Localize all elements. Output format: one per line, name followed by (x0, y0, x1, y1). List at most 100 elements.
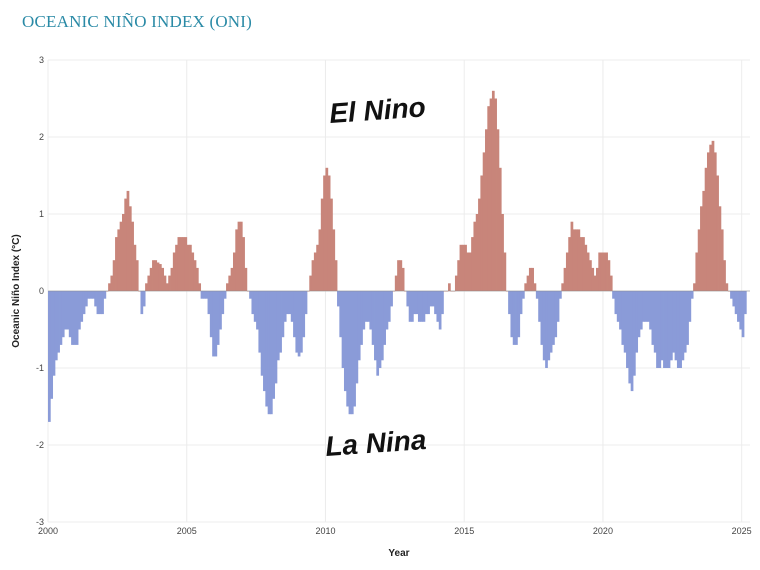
oni-bar (135, 260, 139, 291)
oni-bar (690, 291, 694, 299)
oni-bar (397, 260, 400, 291)
oni-bar (260, 291, 264, 376)
oni-bar (371, 291, 375, 345)
oni-bar (355, 291, 359, 384)
oni-bar (191, 252, 195, 291)
oni-bar (706, 152, 710, 291)
oni-bar (279, 291, 282, 353)
y-axis-ticks: -3 -2 -1 0 1 2 3 (36, 55, 44, 527)
oni-bar (732, 291, 736, 307)
oni-bar (582, 237, 585, 291)
oni-bar (642, 291, 645, 322)
oni-bar (411, 291, 414, 322)
oni-bar (663, 291, 666, 368)
oni-bar (108, 283, 111, 291)
oni-bar (387, 291, 391, 322)
oni-bar (98, 291, 102, 315)
oni-bar (195, 267, 199, 291)
oni-bar (464, 244, 467, 291)
oni-bar (258, 291, 262, 353)
oni-bar (68, 291, 72, 338)
oni-bar (734, 291, 738, 315)
oni-bar (739, 291, 743, 330)
oni-bar (485, 129, 488, 291)
oni-bar (80, 291, 84, 322)
oni-bar (656, 291, 659, 368)
oni-bar (568, 237, 571, 291)
oni-bar (212, 291, 215, 357)
x-tick-label: 2020 (593, 526, 613, 536)
oni-bar (471, 237, 474, 291)
oni-bar (526, 275, 530, 291)
oni-bar (170, 267, 174, 291)
oni-bar (193, 260, 197, 291)
oni-bar (124, 198, 128, 291)
oni-bar (448, 283, 451, 291)
oni-bar (348, 291, 352, 415)
oni-bar (535, 291, 539, 299)
y-tick-label: 0 (39, 286, 44, 296)
oni-bar (737, 291, 740, 322)
oni-bar (602, 252, 606, 291)
oni-bar (713, 152, 717, 291)
oni-bar (559, 291, 562, 299)
oni-bar (524, 283, 528, 291)
oni-bar (468, 252, 472, 291)
oni-bar (364, 291, 368, 322)
oni-bar (542, 291, 546, 361)
oni-bar (295, 291, 299, 353)
oni-bar (563, 267, 567, 291)
oni-bar (133, 244, 137, 291)
oni-bar (131, 221, 134, 291)
y-tick-label: -3 (36, 517, 44, 527)
oni-bar (565, 252, 569, 291)
oni-bar (496, 129, 500, 291)
oni-bar (609, 275, 613, 291)
x-tick-label: 2010 (315, 526, 335, 536)
oni-bar (59, 291, 63, 345)
oni-bar (540, 291, 544, 345)
oni-bar (87, 291, 91, 299)
oni-bar (482, 152, 486, 291)
oni-bar (142, 291, 146, 307)
oni-bar (676, 291, 680, 368)
oni-bar (494, 98, 497, 291)
oni-bar (205, 291, 208, 299)
oni-bar (478, 198, 481, 291)
oni-bar (461, 244, 465, 291)
oni-bar (711, 140, 715, 291)
oni-bar (688, 291, 692, 322)
oni-bar (741, 291, 745, 338)
oni-bar (272, 291, 275, 399)
oni-bar (390, 291, 393, 307)
oni-bar (429, 291, 433, 307)
oni-bar (589, 260, 592, 291)
oni-bar (374, 291, 377, 361)
oni-bar (103, 291, 107, 299)
oni-bar (330, 198, 333, 291)
oni-bar (528, 267, 532, 291)
oni-bar (619, 291, 622, 330)
oni-bar (175, 244, 178, 291)
oni-bar (570, 221, 574, 291)
oni-bar (251, 291, 255, 315)
oni-bar (438, 291, 442, 330)
oni-bar (697, 229, 701, 291)
oni-bar (510, 291, 514, 338)
oni-bar (313, 252, 317, 291)
oni-bar (221, 291, 225, 315)
y-axis-title: Oceanic Niño Index (°C) (11, 234, 22, 347)
oni-bar (720, 229, 724, 291)
oni-bar (341, 291, 345, 368)
oni-bar (498, 167, 502, 291)
oni-bar (693, 283, 696, 291)
oni-bar (605, 252, 608, 291)
oni-bar (586, 252, 590, 291)
oni-bar (718, 206, 722, 291)
oni-bar (219, 291, 222, 330)
oni-bar (593, 275, 597, 291)
oni-bar (334, 260, 338, 291)
oni-bar (572, 229, 576, 291)
oni-bar (591, 267, 595, 291)
